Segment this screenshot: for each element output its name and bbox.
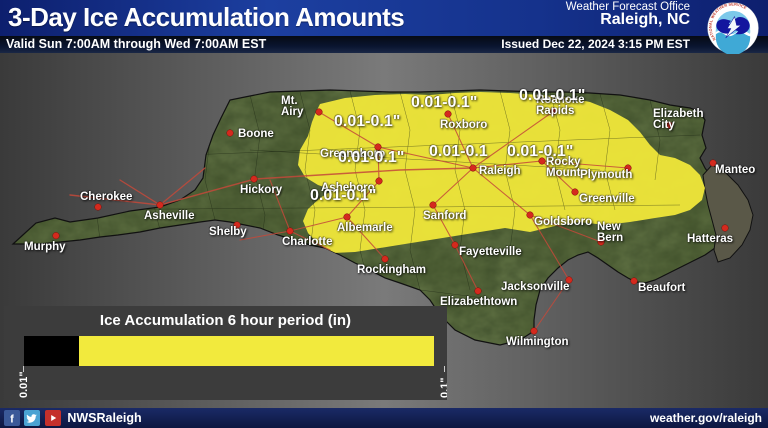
svg-text:f: f — [10, 414, 14, 426]
svg-text:0.1": 0.1" — [439, 377, 447, 398]
svg-text:0.01": 0.01" — [18, 371, 30, 398]
